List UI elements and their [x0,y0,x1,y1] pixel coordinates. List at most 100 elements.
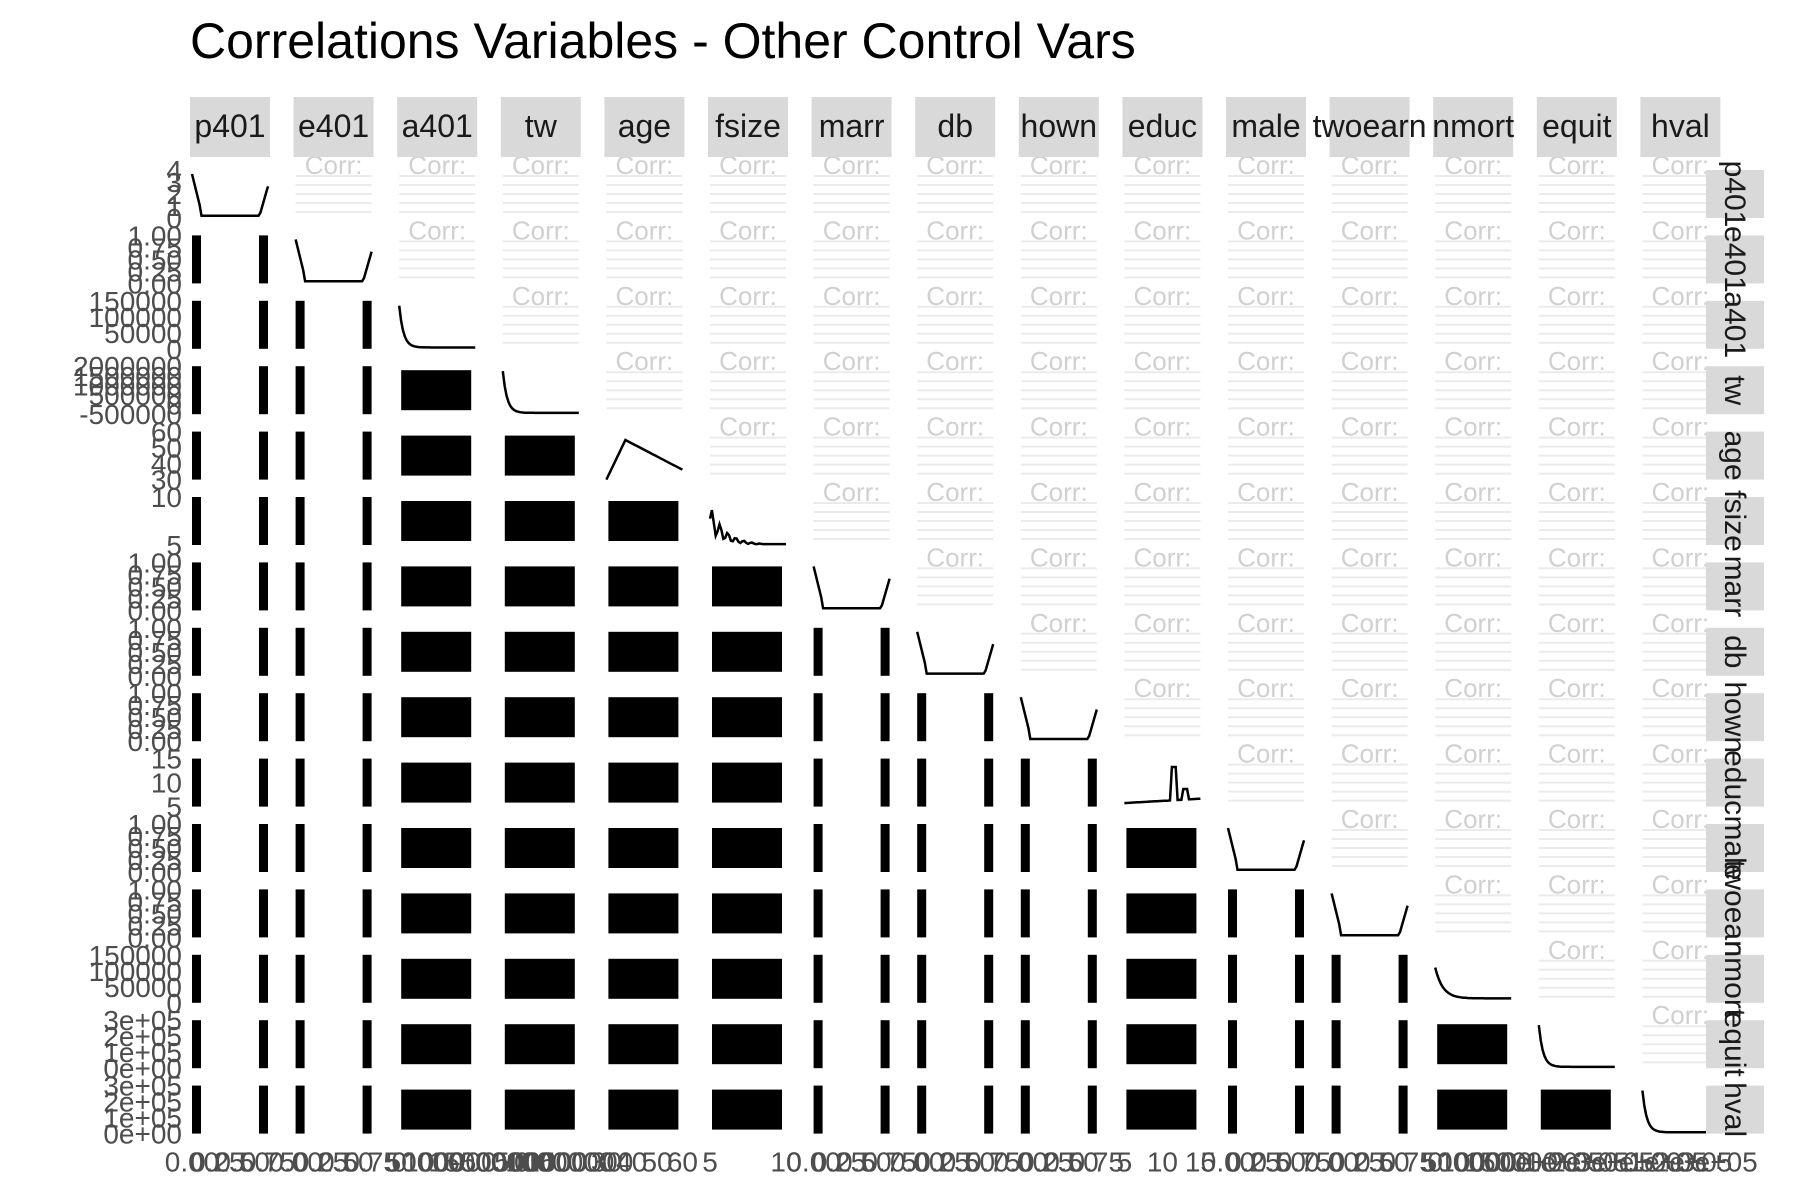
scatter-band [362,1020,372,1069]
y-tick-label: 0.75 [128,886,183,917]
panel-educ-marr [813,758,890,807]
scatter-band [295,431,305,480]
corr-label: Corr: [616,346,674,376]
scatter-band [984,954,994,1003]
y-tick-label: 2e+05 [103,1021,182,1052]
y-tick-label: 0.75 [128,690,183,721]
x-tick-label: 0.25 [294,1147,349,1178]
scatter-band [362,431,372,480]
scatter-band [813,954,823,1003]
panel-twoearn-educ [1126,893,1197,934]
panel-educ-nmort: Corr: [1435,739,1512,807]
scatter-band [1020,1085,1030,1134]
scatter-cloud [504,1024,575,1065]
x-tick-label: 0.75 [1277,1147,1332,1178]
panel-hown-e401 [295,693,372,742]
row-strip-label: hval [1718,1082,1751,1137]
panel-age-a401 [401,435,472,476]
scatter-cloud [504,697,575,738]
scatter-band [192,562,201,611]
x-tick-label: 0.25 [1226,1147,1281,1178]
scatter-cloud [401,1024,472,1065]
panel-e401-a401: Corr: [399,215,476,284]
x-tick-label: 150000 [1464,1147,1557,1178]
panel-a401-a401 [397,300,476,349]
corr-label: Corr: [1341,608,1399,638]
corr-label: Corr: [823,346,881,376]
panel-a401-twoearn: Corr: [1331,281,1408,349]
panel-nmort-a401 [401,958,472,999]
scatter-cloud [712,1089,782,1130]
corr-label: Corr: [1652,869,1710,899]
scatter-band [259,366,268,415]
scatter-band [1228,1020,1237,1069]
panel-e401-fsize: Corr: [710,215,786,284]
scatter-band [192,627,201,676]
scatter-cloud [608,828,679,868]
corr-label: Corr: [1030,346,1088,376]
scatter-band [259,627,268,676]
panel-twoearn-marr [813,889,890,938]
scatter-band [1398,954,1408,1003]
x-tick-label: 5 [702,1147,718,1178]
corr-label: Corr: [1444,477,1502,507]
scatter-cloud [1126,1024,1197,1065]
scatter-cloud [401,1089,472,1130]
panel-equit-age [608,1024,679,1065]
panel-age-hval: Corr: [1642,412,1719,480]
corr-label: Corr: [1134,215,1192,245]
scatter-band [259,758,268,807]
scatter-band [362,300,372,349]
density-curve [1433,967,1512,1000]
column-strip [500,97,581,157]
y-tick-label: 1.00 [128,874,183,905]
scatter-band [295,562,305,611]
panel-hval-db [917,1085,994,1134]
row-strip-label: fsize [1718,490,1751,552]
panel-db-twoearn: Corr: [1331,608,1408,676]
column-strip-label: educ [1128,108,1197,144]
y-tick-label: 0.75 [128,559,183,590]
corr-label: Corr: [616,281,674,311]
panel-p401-hown: Corr: [1020,150,1097,218]
panel-hown-twoearn: Corr: [1331,673,1408,742]
scatter-cloud [712,762,782,803]
y-tick-label: 3e+05 [103,1071,182,1102]
panel-male-hval: Corr: [1642,804,1719,872]
scatter-band [1398,1020,1408,1069]
scatter-band [295,1085,305,1134]
y-tick-label: 2 [166,179,182,210]
panel-marr-nmort: Corr: [1435,542,1512,611]
corr-label: Corr: [616,215,674,245]
x-tick-label: 500000 [494,1147,587,1178]
panel-db-equit: Corr: [1538,608,1615,676]
y-tick-label: 0 [166,390,182,421]
panel-educ-hval: Corr: [1642,739,1719,807]
x-tick-label: 10 [770,1147,801,1178]
corr-label: Corr: [1341,739,1399,769]
panel-db-e401 [295,627,372,676]
scatter-band [192,366,201,415]
y-tick-label: 40 [151,449,182,480]
panel-fsize-male: Corr: [1228,477,1304,545]
scatter-cloud [401,762,472,803]
panel-db-a401 [401,631,472,672]
x-tick-label: 3e+05 [1575,1147,1654,1178]
scatter-band [1228,1085,1237,1134]
panel-equit-nmort [1437,1024,1508,1065]
panel-age-hown: Corr: [1020,412,1097,480]
panel-marr-male: Corr: [1228,542,1304,611]
panel-background [813,562,890,611]
y-tick-label: 0.75 [128,625,183,656]
panel-equit-hown [1020,1020,1097,1069]
panel-hown-a401 [401,697,472,738]
corr-label: Corr: [1548,869,1606,899]
panel-nmort-twoearn [1331,954,1408,1003]
scatter-band [259,824,268,872]
corr-label: Corr: [1548,804,1606,834]
row-strip [1706,758,1764,807]
panel-a401-fsize: Corr: [710,281,786,349]
panel-hown-age [608,697,679,738]
panel-background [1642,1085,1719,1134]
panel-hown-equit: Corr: [1538,673,1615,742]
